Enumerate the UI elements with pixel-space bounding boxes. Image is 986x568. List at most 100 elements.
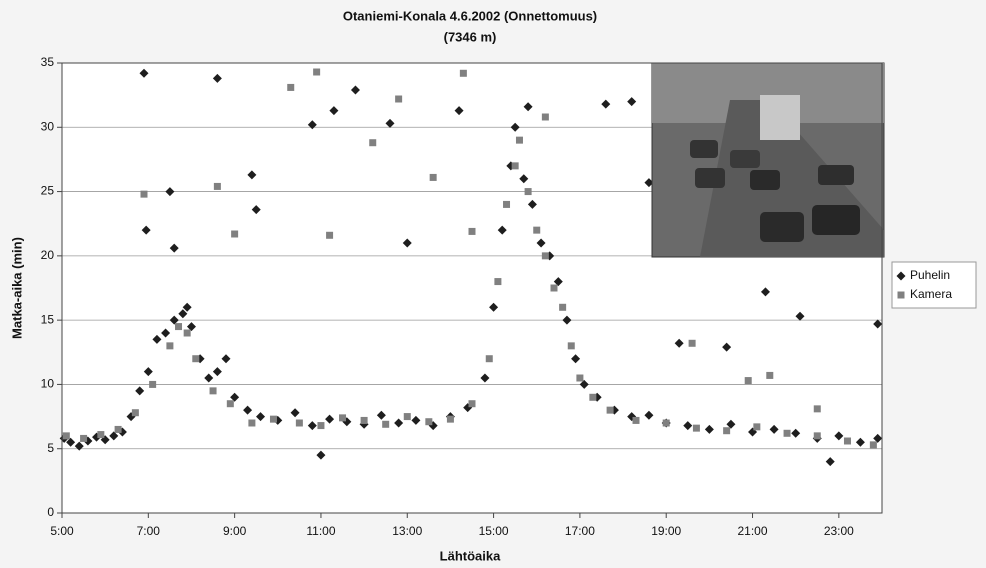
point — [212, 73, 222, 83]
y-tick-label: 25 — [41, 184, 55, 198]
point — [149, 380, 157, 388]
point — [183, 329, 191, 337]
point — [825, 457, 835, 467]
point — [559, 303, 567, 311]
x-axis-label: Lähtöaika — [440, 548, 501, 563]
point — [313, 68, 321, 76]
point — [795, 311, 805, 321]
x-tick-label: 19:00 — [651, 524, 681, 538]
point — [316, 450, 326, 460]
point — [766, 371, 774, 379]
point — [66, 437, 76, 447]
point — [326, 231, 334, 239]
y-axis-label: Matka-aika (min) — [9, 237, 24, 339]
point — [382, 420, 390, 428]
x-tick-label: 15:00 — [479, 524, 509, 538]
point — [489, 302, 499, 312]
point — [165, 187, 175, 197]
point — [722, 342, 732, 352]
point — [688, 339, 696, 347]
y-tick-label: 0 — [47, 505, 54, 519]
point — [485, 355, 493, 363]
point — [459, 69, 467, 77]
point — [723, 427, 731, 435]
point — [307, 120, 317, 130]
point — [834, 431, 844, 441]
point — [567, 342, 575, 350]
point — [446, 415, 454, 423]
x-tick-label: 7:00 — [137, 524, 161, 538]
point — [632, 416, 640, 424]
chart-title: Otaniemi-Konala 4.6.2002 (Onnettomuus) — [343, 8, 597, 23]
point — [576, 374, 584, 382]
point — [169, 315, 179, 325]
legend-marker — [896, 271, 906, 281]
point — [376, 410, 386, 420]
y-tick-label: 10 — [41, 377, 55, 391]
point — [571, 354, 581, 364]
point — [350, 85, 360, 95]
y-tick-label: 15 — [41, 312, 55, 326]
point — [287, 83, 295, 91]
point — [527, 199, 537, 209]
point — [204, 373, 214, 383]
point — [62, 432, 70, 440]
y-tick-label: 20 — [41, 248, 55, 262]
legend: Puhelin Kamera — [891, 261, 977, 309]
point — [243, 405, 253, 415]
point — [161, 328, 171, 338]
point — [212, 367, 222, 377]
point — [519, 174, 529, 184]
point — [606, 406, 614, 414]
point — [760, 287, 770, 297]
point — [114, 425, 122, 433]
point — [360, 416, 368, 424]
point — [579, 379, 589, 389]
point — [468, 400, 476, 408]
point — [394, 418, 404, 428]
point — [248, 419, 256, 427]
point — [140, 190, 148, 198]
point — [403, 413, 411, 421]
point — [533, 226, 541, 234]
point — [704, 424, 714, 434]
point — [109, 431, 119, 441]
point — [139, 68, 149, 78]
y-tick-label: 30 — [41, 119, 55, 133]
point — [454, 106, 464, 116]
point — [627, 97, 637, 107]
point — [307, 421, 317, 431]
point — [226, 400, 234, 408]
point — [369, 139, 377, 147]
point — [295, 419, 303, 427]
x-tick-label: 11:00 — [306, 524, 335, 538]
point — [329, 106, 339, 116]
x-tick-label: 17:00 — [565, 524, 595, 538]
point — [769, 424, 779, 434]
point — [290, 408, 300, 418]
point — [869, 441, 877, 449]
point — [589, 393, 597, 401]
point — [317, 422, 325, 430]
point — [674, 338, 684, 348]
point — [468, 227, 476, 235]
marks — [59, 68, 883, 467]
legend-marker — [897, 291, 905, 299]
point — [523, 102, 533, 112]
point — [644, 410, 654, 420]
x-tick-label: 5:00 — [50, 524, 74, 538]
point — [813, 405, 821, 413]
point — [178, 309, 188, 319]
point — [497, 225, 507, 235]
point — [131, 409, 139, 417]
point — [411, 415, 421, 425]
point — [662, 419, 670, 427]
point — [221, 354, 231, 364]
plot-border — [61, 62, 883, 514]
chart-subtitle: (7346 m) — [444, 29, 497, 44]
point — [515, 136, 523, 144]
point — [186, 322, 196, 332]
x-tick-label: 9:00 — [223, 524, 247, 538]
point — [182, 302, 192, 312]
point — [256, 412, 266, 422]
